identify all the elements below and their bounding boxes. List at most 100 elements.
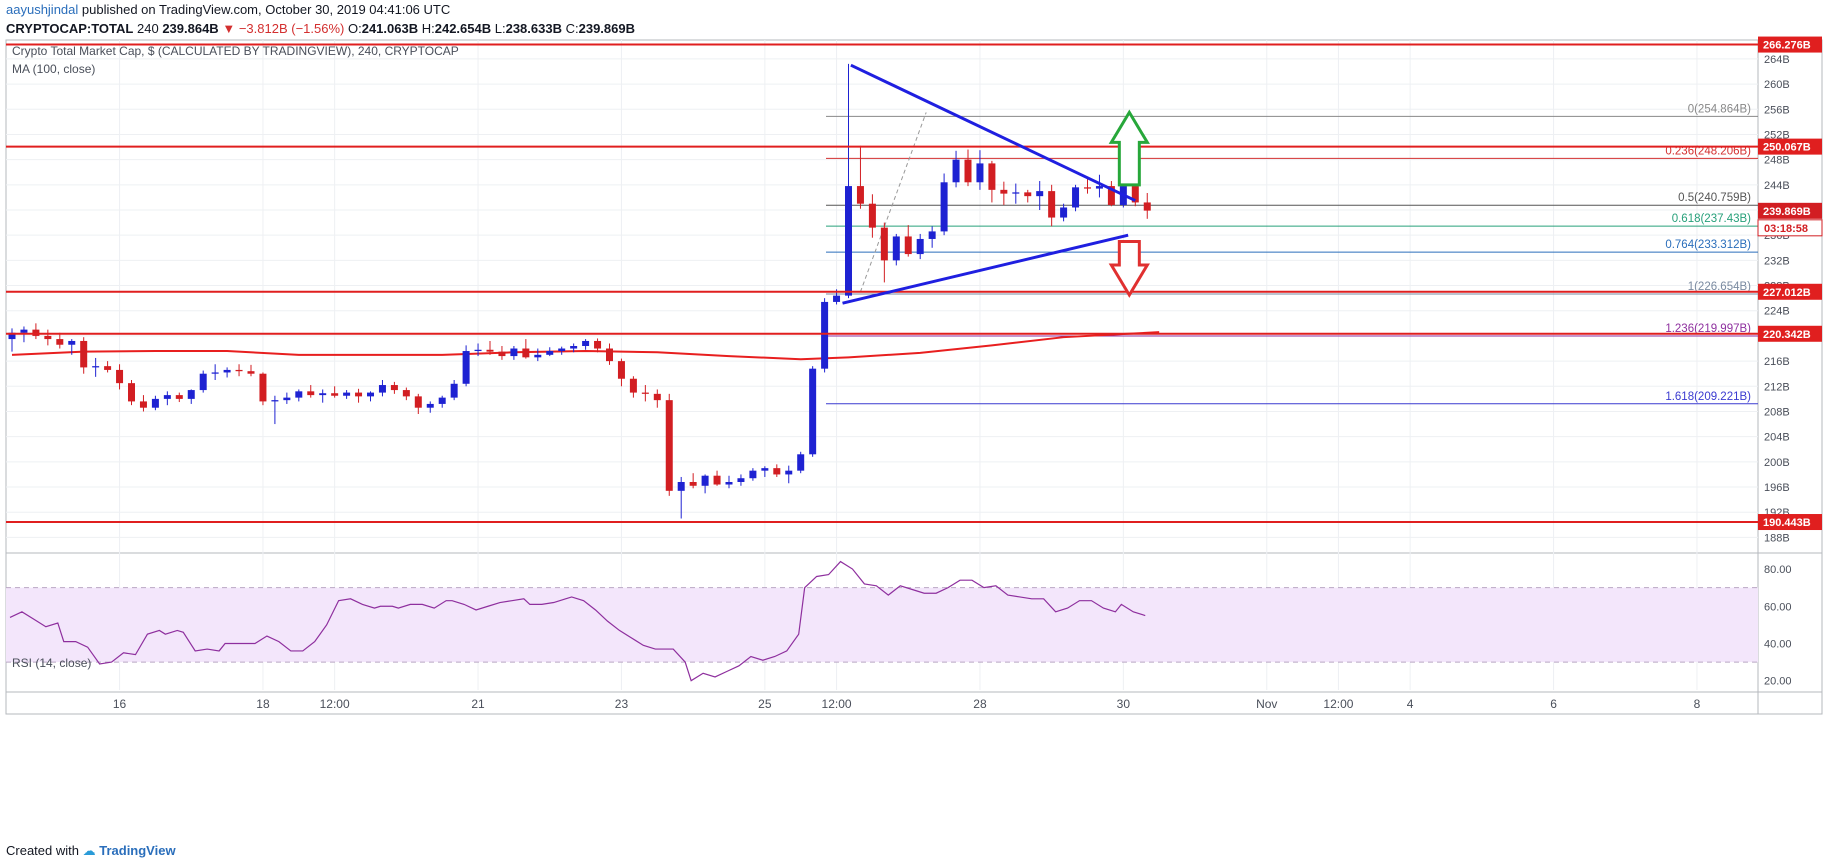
candle-body [151,398,159,408]
candle-body [892,236,900,261]
candle-body [307,391,315,396]
candle-body [677,482,685,491]
y-tick-label: 188B [1764,532,1790,544]
x-tick-label: 12:00 [1323,697,1353,711]
candle-body [570,346,578,349]
x-tick-label: 23 [615,697,629,711]
candle-body [319,393,327,396]
candle-body [1095,186,1103,189]
interval: 240 [136,21,159,36]
candle-body [450,383,458,398]
candle-body [331,393,339,396]
candle-body [283,397,291,401]
breakdown-down-arrow-icon [1108,239,1150,298]
level-price-tag [1758,325,1822,342]
candle-body [809,368,817,455]
candle-body [845,186,852,296]
x-tick-label: Nov [1256,697,1277,711]
candle-body [486,349,494,352]
y-tick-label: 252B [1764,129,1790,141]
y-tick-label: 204B [1764,432,1790,444]
candle-body [976,163,984,183]
candle-body [1024,192,1032,197]
candle-body [952,159,960,183]
candle-body [904,236,912,255]
y-tick-label: 212B [1764,381,1790,393]
close-label: C: [565,21,579,36]
candle-body [868,203,876,228]
y-tick-label: 208B [1764,406,1790,418]
candle-body [390,385,398,391]
candle-body [821,301,829,369]
symbol: CRYPTOCAP:TOTAL [6,21,134,36]
rsi-tick-label: 40.00 [1764,638,1792,650]
x-tick-label: 16 [113,697,127,711]
down-triangle-icon: ▼ [222,21,236,36]
y-tick-label: 224B [1764,306,1790,318]
candle-body [1143,202,1151,211]
candle-body [462,351,470,384]
candle-body [641,392,649,394]
candle-body [474,349,482,352]
close-value: 239.869B [578,21,635,36]
candle-body [80,340,88,368]
level-price-tag [1758,138,1822,155]
candle-body [606,348,613,362]
x-tick-label: 18 [256,697,270,711]
candle-body [1084,187,1091,189]
footer: Created with ☁ TradingView [6,843,176,859]
candle-body [701,475,709,486]
low-value: 238.633B [505,21,562,36]
level-price-label: 227.012B [1763,287,1811,299]
tradingview-link[interactable]: TradingView [99,843,176,858]
candle-body [1048,191,1056,218]
chart-title: Crypto Total Market Cap, $ (CALCULATED B… [12,44,459,58]
candle-body [247,371,255,374]
low-label: L: [494,21,506,36]
candle-body [988,163,996,190]
ma-legend[interactable]: MA (100, close) [12,62,96,76]
fib-level-label: 1.236(219.997B) [1665,323,1751,335]
breakout-up-arrow-icon [1108,109,1150,187]
level-price-tag [1758,36,1822,53]
candle-body [498,351,506,357]
candle-body [1012,192,1020,194]
candle-body [402,390,410,397]
fib-level-label: 0(254.864B) [1688,103,1751,115]
candle-body [426,403,434,408]
published-text: published on TradingView.com, October 30… [81,2,451,17]
candle-body [223,369,231,373]
candle-body [175,395,183,399]
level-price-tag [1758,514,1822,531]
fib-level-label: 0.236(248.206B) [1665,145,1751,157]
change: −3.812B (−1.56%) [238,21,345,36]
candle-body [116,369,124,384]
candle-body [617,361,625,379]
candle-body [773,468,781,475]
candle-body [713,475,721,485]
x-tick-label: 28 [973,697,987,711]
countdown-label: 03:18:58 [1764,223,1808,235]
candle-body [689,482,697,486]
author-link[interactable]: aayushjindal [6,2,79,17]
candle-body [522,348,530,358]
rsi-legend[interactable]: RSI (14, close) [12,656,92,670]
candle-body [653,393,661,401]
candle-body [367,392,374,397]
open-value: 241.063B [361,21,419,36]
candle-body [1072,187,1080,208]
y-tick-label: 196B [1764,482,1790,494]
level-price-label: 266.276B [1763,40,1811,52]
candle-body [68,340,76,345]
candle-body [343,392,351,396]
candle-body [856,186,864,204]
triangle-lower-trendline [842,233,1129,305]
y-tick-label: 260B [1764,79,1790,91]
candle-body [163,395,171,399]
candle-body [797,454,805,471]
triangle-upper-trendline [850,63,1136,202]
fib-level-label: 1.618(209.221B) [1665,391,1751,403]
rsi-tick-label: 80.00 [1764,564,1792,576]
fib-level-label: 1(226.654B) [1688,281,1751,293]
